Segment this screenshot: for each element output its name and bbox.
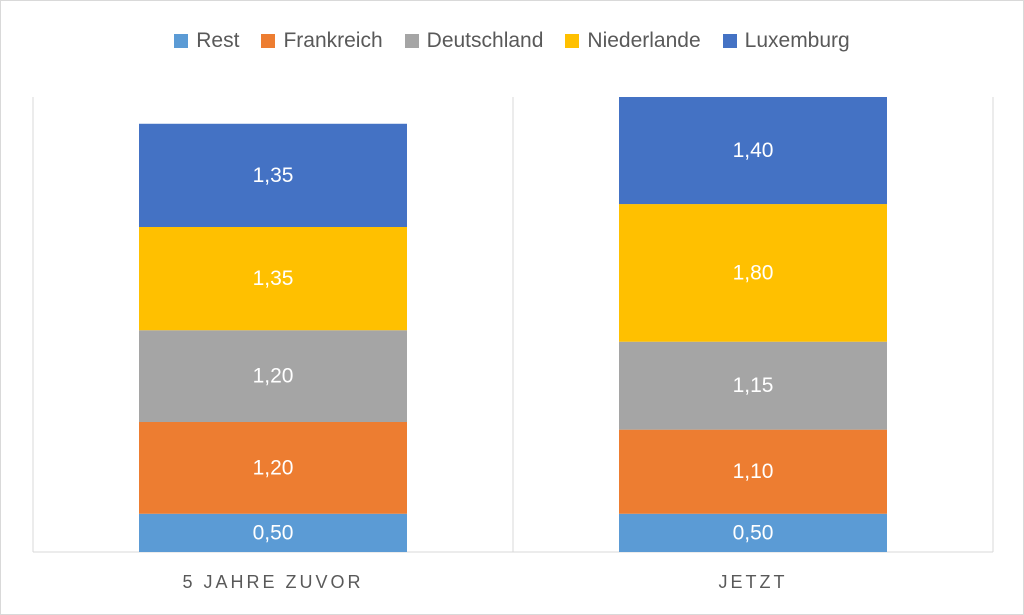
legend-label-frankreich: Frankreich xyxy=(283,29,383,52)
bar-segment-luxemburg xyxy=(139,123,407,227)
legend-item-rest: Rest xyxy=(174,29,239,53)
data-label-deutschland: 1,20 xyxy=(253,365,294,388)
legend-label-niederlande: Niederlande xyxy=(587,29,701,52)
legend-item-deutschland: Deutschland xyxy=(404,29,544,53)
category-label: JETZT xyxy=(719,572,788,592)
data-label-rest: 0,50 xyxy=(733,521,774,544)
legend-item-niederlande: Niederlande xyxy=(565,29,701,53)
bar-segment-niederlande xyxy=(139,227,407,331)
bar-segment-niederlande xyxy=(619,204,887,342)
data-label-frankreich: 1,10 xyxy=(733,460,774,483)
legend-item-frankreich: Frankreich xyxy=(261,29,383,53)
bar-segment-deutschland xyxy=(139,330,407,422)
bar-segment-frankreich xyxy=(619,429,887,514)
data-label-niederlande: 1,35 xyxy=(253,267,294,290)
bar-segment-deutschland xyxy=(619,341,887,430)
category-label: 5 JAHRE ZUVOR xyxy=(182,572,363,592)
bar-segment-luxemburg xyxy=(619,97,887,205)
legend-swatch-rest xyxy=(174,34,189,48)
legend-swatch-luxemburg xyxy=(722,34,737,48)
data-label-deutschland: 1,15 xyxy=(733,374,774,397)
bar-segment-rest xyxy=(139,513,407,552)
legend-swatch-niederlande xyxy=(565,34,580,48)
bar-segment-rest xyxy=(619,513,887,552)
legend-item-luxemburg: Luxemburg xyxy=(722,29,850,53)
chart-legend: Rest Frankreich Deutschland Niederlande … xyxy=(0,26,1024,56)
legend-label-luxemburg: Luxemburg xyxy=(744,29,850,52)
data-label-niederlande: 1,80 xyxy=(733,261,774,284)
bar-segment-frankreich xyxy=(139,422,407,514)
legend-swatch-deutschland xyxy=(404,34,419,48)
data-label-frankreich: 1,20 xyxy=(253,456,294,479)
labels-layer: 0,50 1,20 1,20 1,35 1,35 5 JAHRE ZUVOR 0,50 1,1… xyxy=(182,139,788,592)
legend-label-rest: Rest xyxy=(196,29,240,52)
legend-label-deutschland: Deutschland xyxy=(426,29,544,52)
legend-swatch-frankreich xyxy=(261,34,276,48)
bars-layer xyxy=(139,97,887,552)
data-label-luxemburg: 1,40 xyxy=(733,139,774,162)
data-label-luxemburg: 1,35 xyxy=(253,164,294,187)
data-label-rest: 0,50 xyxy=(253,521,294,544)
